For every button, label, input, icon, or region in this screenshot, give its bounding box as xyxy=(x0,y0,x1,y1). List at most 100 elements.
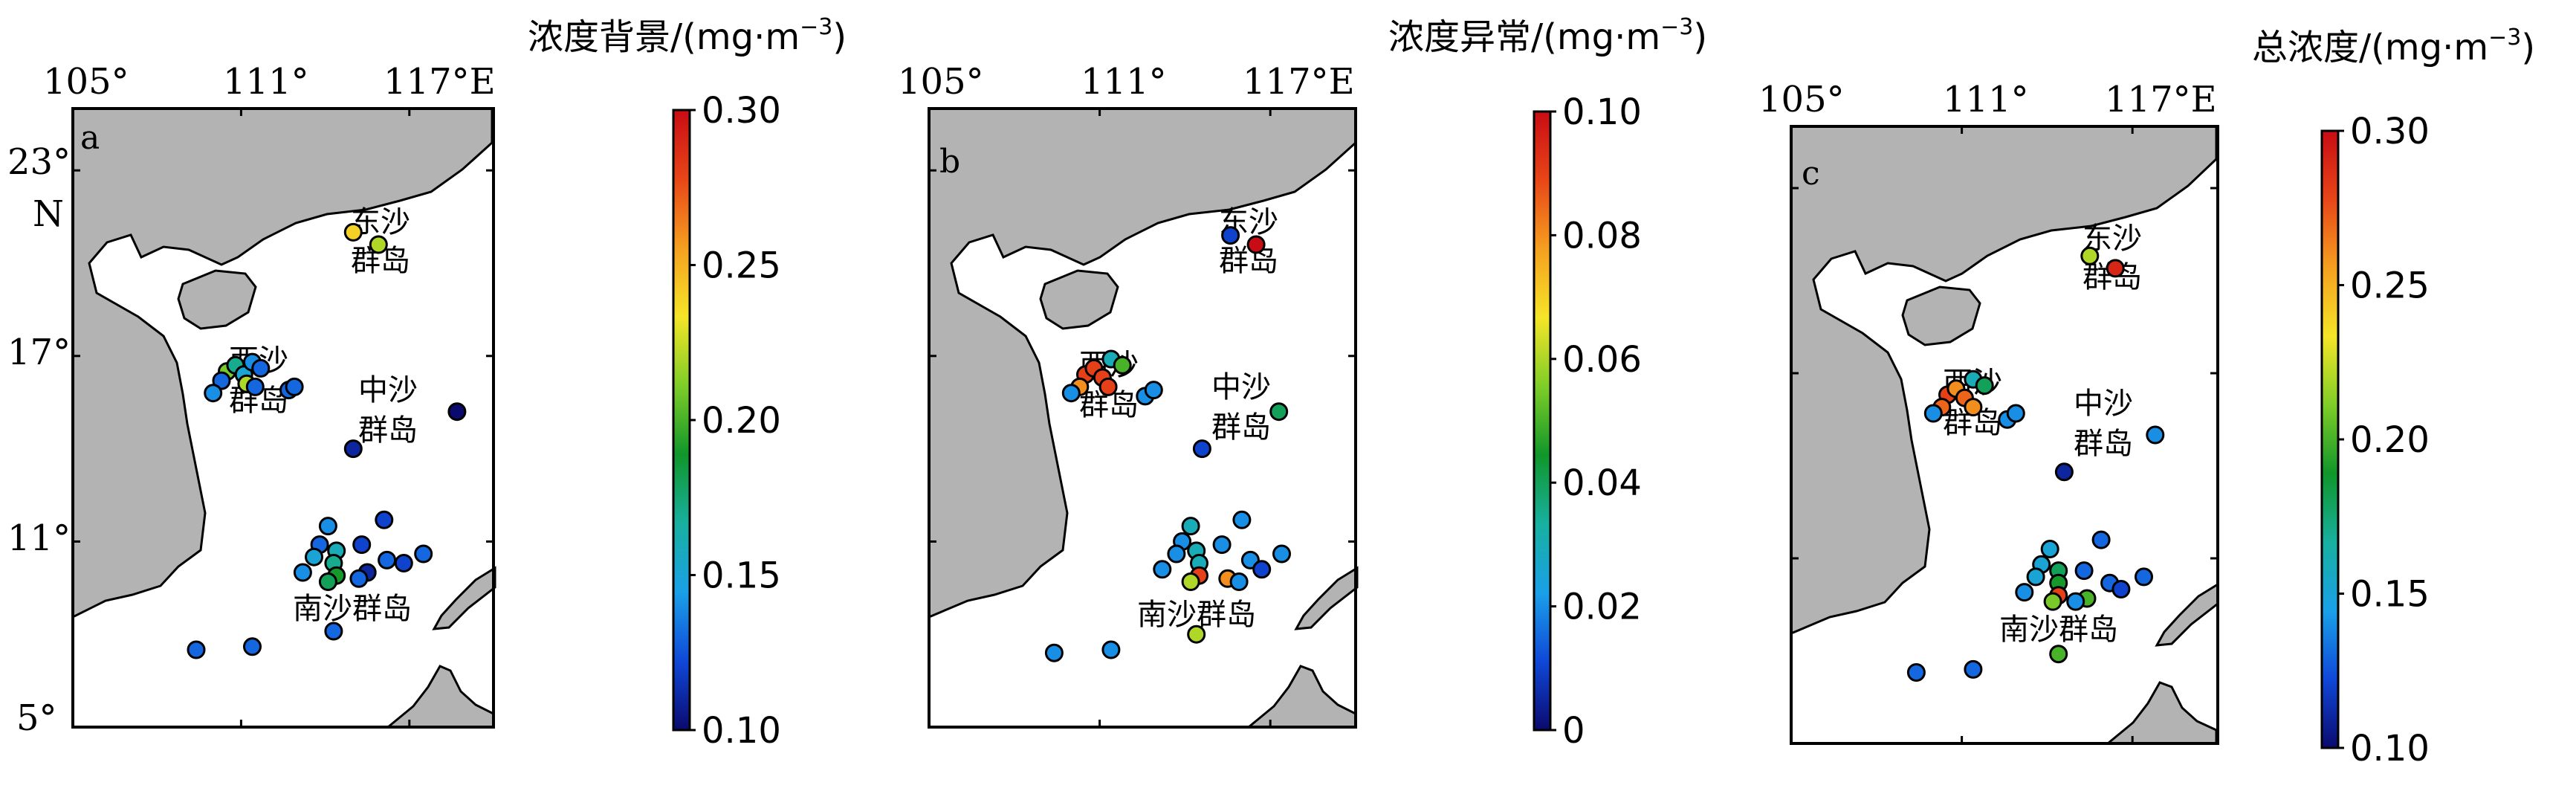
sampling-site-point xyxy=(2080,246,2100,265)
sampling-site-point xyxy=(1101,640,1121,659)
sampling-site-point xyxy=(394,554,413,572)
place-label-zhongsha: 群岛 xyxy=(358,413,418,448)
sampling-sites xyxy=(187,222,467,659)
hainan-island xyxy=(177,269,257,330)
land-area xyxy=(928,107,1359,729)
sampling-site-point xyxy=(212,371,231,390)
sampling-site-point xyxy=(1061,384,1081,403)
palawan-island xyxy=(1294,566,1359,630)
sampling-site-point xyxy=(1272,544,1291,564)
colorbar-tick-label: 0.10 xyxy=(2350,728,2430,769)
sampling-site-point xyxy=(245,377,265,396)
colorbar-gradient xyxy=(1533,110,1552,732)
map-frame xyxy=(928,107,1357,729)
sampling-site-point xyxy=(2146,425,2165,445)
colorbar-tick-label: 0.08 xyxy=(1562,215,1642,256)
lon-tick-label: 117°E xyxy=(384,61,496,103)
mainland-coast xyxy=(1790,125,2218,636)
lon-tick-label: 105° xyxy=(1758,79,1845,120)
panel-letter: b xyxy=(939,143,960,181)
colorbar-tick-label: 0.15 xyxy=(2350,574,2430,616)
colorbar: 0.30 0.25 0.20 0.15 0.10 xyxy=(672,90,781,752)
sampling-site-point xyxy=(1167,544,1186,564)
place-label-zhongsha: 中沙 xyxy=(358,373,418,407)
colorbar-tick-label: 0.30 xyxy=(702,90,781,132)
sampling-sites xyxy=(1044,226,1291,662)
colorbar-gradient xyxy=(2320,129,2340,749)
sampling-site-point xyxy=(318,572,337,591)
sampling-site-point xyxy=(1923,404,1943,423)
colorbar-tick-label: 0.10 xyxy=(702,710,781,752)
sampling-site-point xyxy=(305,547,323,567)
colorbar-tick-label: 0.04 xyxy=(1562,462,1642,504)
sampling-site-point xyxy=(1232,510,1252,529)
place-label-zhongsha: 中沙 xyxy=(2074,387,2133,421)
colorbar-title: 浓度异常/(mg·m−3) xyxy=(1388,14,1707,58)
sampling-site-point xyxy=(187,640,206,659)
lon-tick-label: 105° xyxy=(898,61,984,103)
sampling-site-point xyxy=(1098,377,1118,396)
place-label-nansha: 南沙群岛 xyxy=(293,592,412,626)
colorbar-tick-label: 0.20 xyxy=(702,400,781,442)
colorbar-tick-label: 0.15 xyxy=(702,555,781,597)
lat-tick-label: 17° xyxy=(7,332,71,373)
colorbar-tick-label: 0.02 xyxy=(1562,587,1642,628)
sampling-site-point xyxy=(2015,583,2034,602)
sampling-site-point xyxy=(375,510,394,529)
sampling-site-point xyxy=(285,377,304,396)
sampling-site-point xyxy=(204,384,223,403)
lon-tick-label: 111° xyxy=(1943,79,2029,120)
colorbar-gradient xyxy=(672,109,691,732)
place-label-zhongsha: 群岛 xyxy=(1211,410,1271,445)
sampling-site-point xyxy=(1229,572,1249,591)
sampling-site-point xyxy=(1221,226,1240,245)
sampling-site-point xyxy=(352,535,372,555)
land-area xyxy=(71,107,496,729)
sampling-site-point xyxy=(2135,567,2153,587)
lon-tick-label: 111° xyxy=(1081,61,1167,103)
colorbar-tick-label: 0.30 xyxy=(2350,111,2430,152)
sampling-site-point xyxy=(1144,381,1163,400)
sampling-site-point xyxy=(1181,572,1200,591)
sampling-site-point xyxy=(293,563,312,582)
map-frame xyxy=(1790,125,2219,745)
colorbar: 0.30 0.25 0.20 0.15 0.10 xyxy=(2320,111,2430,769)
sampling-site-point xyxy=(1181,517,1200,536)
mainland-coast xyxy=(928,107,1357,619)
sampling-sites xyxy=(1906,246,2165,682)
colorbar-tick-label: 0.10 xyxy=(1562,91,1642,133)
sampling-site-point xyxy=(2026,567,2045,587)
sampling-site-point xyxy=(1192,439,1211,459)
map-panel-c: 105° 111° 117°E c 东沙 群岛 西沙 群岛 中沙 群岛 南沙群岛… xyxy=(1758,25,2535,769)
lat-tick-label: 5° xyxy=(16,697,57,739)
sampling-site-point xyxy=(2040,540,2059,558)
sampling-site-point xyxy=(369,235,388,254)
sampling-site-point xyxy=(1252,560,1272,579)
colorbar-tick-label: 0 xyxy=(1562,710,1585,752)
sampling-site-point xyxy=(318,517,337,536)
sampling-site-point xyxy=(1113,355,1132,375)
axis-ticks xyxy=(73,109,493,727)
borneo-island xyxy=(2104,681,2218,745)
lat-tick-label: 23° xyxy=(7,141,71,183)
map-panel-a: 105° 111° 117°E 23° N 17° 11° 5° a 东沙 群岛… xyxy=(7,14,847,752)
colorbar-tick-label: 0.25 xyxy=(702,245,781,287)
lon-tick-label: 105° xyxy=(43,61,129,103)
colorbar-title: 总浓度/(mg·m−3) xyxy=(2252,25,2535,68)
place-label-zhongsha: 中沙 xyxy=(1211,370,1271,404)
panel-letter: c xyxy=(1802,155,1820,193)
sampling-site-point xyxy=(1187,624,1206,644)
land-area xyxy=(1790,125,2219,745)
sampling-site-point xyxy=(1044,643,1064,662)
colorbar: 0.10 0.08 0.06 0.04 0.02 0 xyxy=(1533,91,1642,752)
lon-tick-label: 111° xyxy=(223,61,309,103)
sampling-site-point xyxy=(243,637,262,656)
palawan-island xyxy=(2155,582,2219,647)
colorbar-tick-label: 0.25 xyxy=(2350,265,2430,307)
borneo-island xyxy=(384,665,495,729)
sampling-site-point xyxy=(2091,530,2111,549)
sampling-site-point xyxy=(1906,663,1926,682)
sampling-site-point xyxy=(1212,535,1232,555)
sampling-site-point xyxy=(343,439,363,459)
sampling-site-point xyxy=(343,222,363,242)
